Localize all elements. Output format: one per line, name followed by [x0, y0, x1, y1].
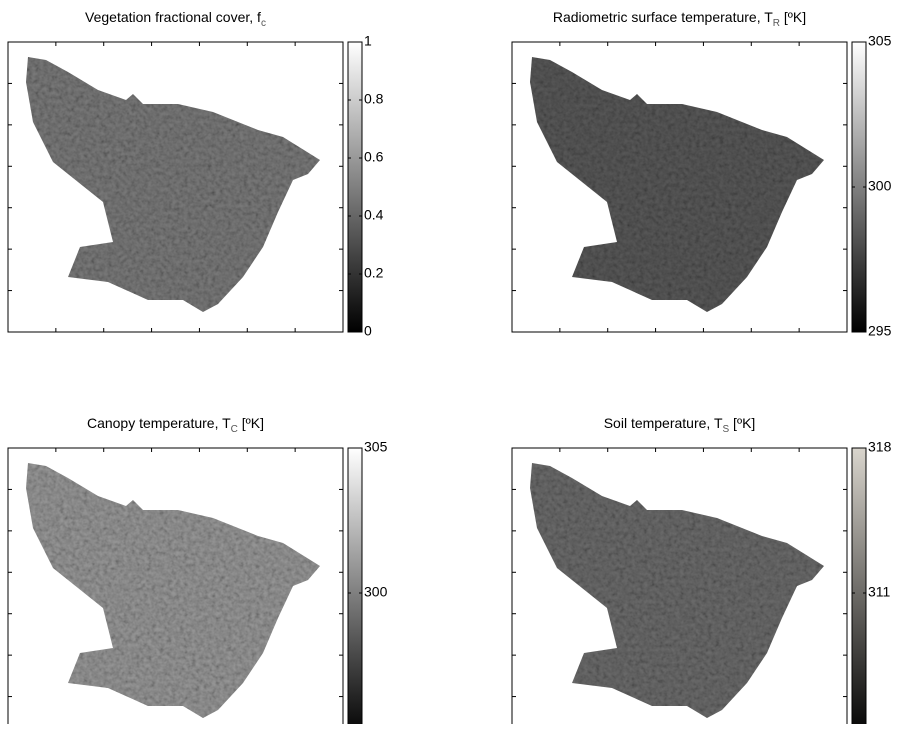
colorbar-tick-label: 295 [868, 323, 892, 339]
title-part: [ºK] [238, 415, 264, 431]
colorbar-tick-label: 305 [868, 33, 892, 49]
colorbar-tick-label: 0.4 [364, 207, 384, 223]
colorbar [347, 447, 363, 729]
panel: Radiometric surface temperature, TR [ºK]… [511, 9, 892, 339]
colorbar [851, 447, 867, 729]
colorbar-tick-label: 0.8 [364, 91, 384, 107]
panel-title: Soil temperature, TS [ºK] [604, 415, 756, 435]
panel-title: Canopy temperature, TC [ºK] [87, 415, 264, 435]
map-region [530, 57, 824, 312]
title-part: Vegetation fractional cover, f [85, 9, 261, 25]
colorbar-tick-label: 0.6 [364, 149, 384, 165]
map-region [26, 463, 320, 718]
colorbar-tick-label: 318 [868, 439, 892, 455]
panel-title: Radiometric surface temperature, TR [ºK] [553, 9, 806, 29]
axes-frame [511, 447, 848, 729]
title-part: Soil temperature, T [604, 415, 723, 431]
colorbar-tick-label: 1 [364, 33, 372, 49]
axes-frame [7, 41, 344, 333]
title-subscript: R [773, 18, 780, 29]
title-part: Radiometric surface temperature, T [553, 9, 773, 25]
colorbar-tick-label: 300 [868, 178, 892, 194]
colorbar-tick-label: 300 [364, 584, 388, 600]
axes-frame [511, 41, 848, 333]
panel: Soil temperature, TS [ºK]304311318 [511, 415, 892, 729]
title-part: [ºK] [729, 415, 755, 431]
map-region [26, 57, 320, 312]
title-part: [ºK] [780, 9, 806, 25]
map-region [530, 463, 824, 718]
colorbar-tick-label: 311 [868, 584, 891, 600]
panel-title: Vegetation fractional cover, fc [85, 9, 266, 29]
axes-frame [7, 447, 344, 729]
title-subscript: S [723, 424, 730, 435]
title-part: Canopy temperature, T [87, 415, 231, 431]
colorbar-tick-label: 0 [364, 323, 372, 339]
title-subscript: c [261, 18, 266, 29]
colorbar [347, 41, 363, 333]
colorbar-tick-label: 0.2 [364, 265, 384, 281]
colorbar-tick-label: 305 [364, 439, 388, 455]
panel: Vegetation fractional cover, fc 0 0.2 0.4 0.… [7, 9, 384, 339]
title-subscript: C [231, 424, 238, 435]
